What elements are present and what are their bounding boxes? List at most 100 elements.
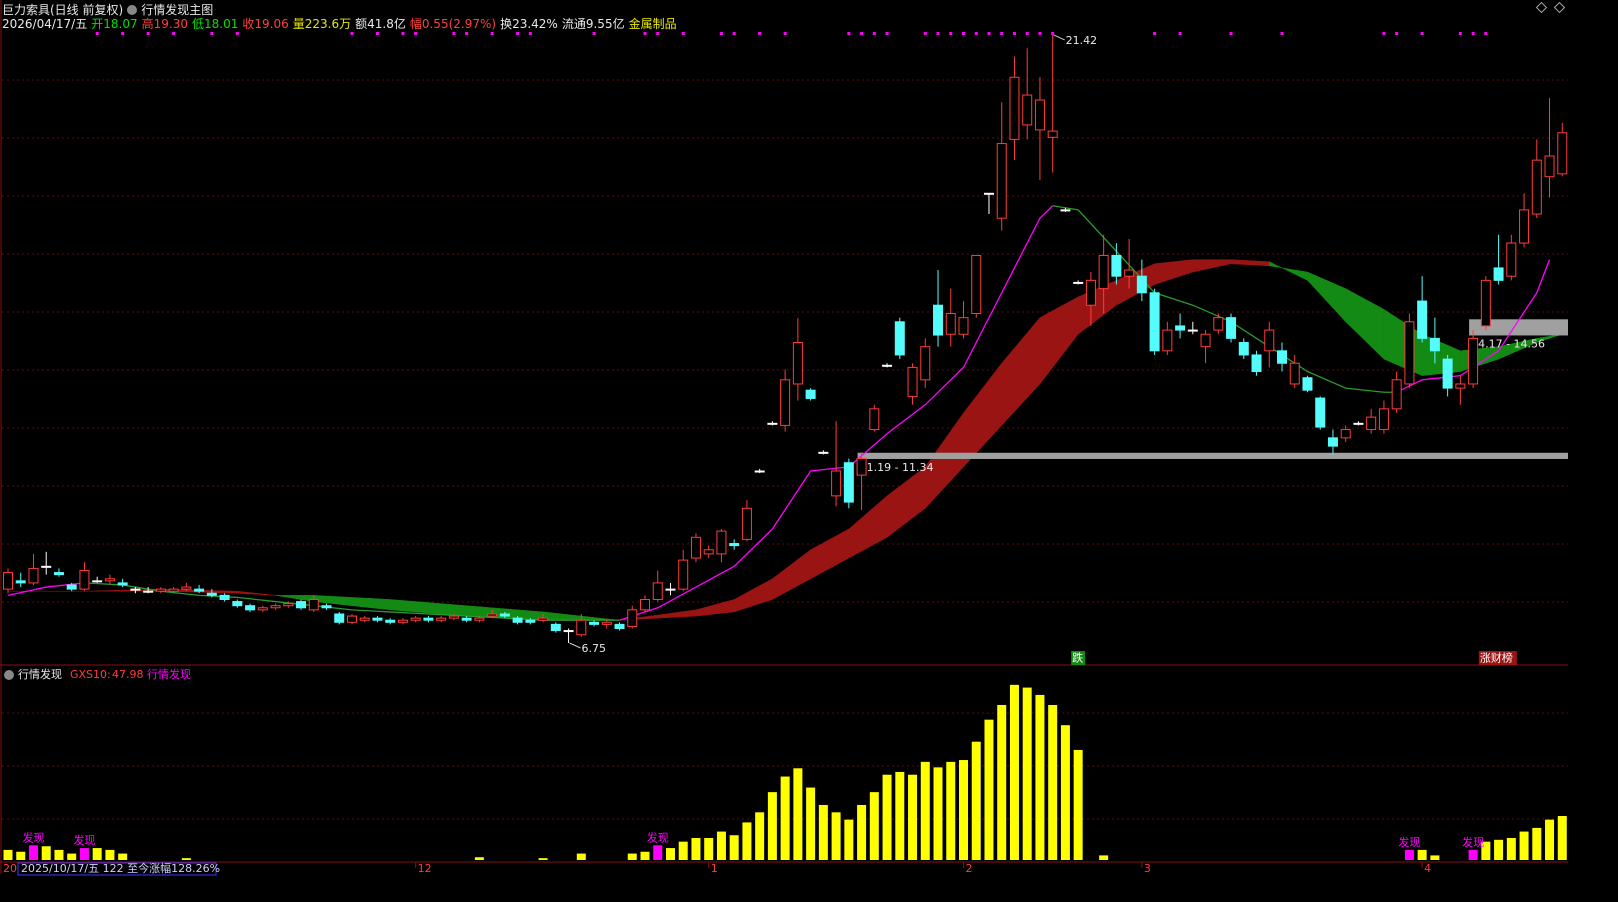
- candle-body: [283, 603, 294, 607]
- signal-dot: [210, 32, 214, 35]
- stat: 流通9.55亿: [562, 15, 625, 32]
- indicator-series-label: GXS10:: [70, 668, 111, 681]
- candle-body: [1060, 209, 1071, 212]
- candle-body: [1327, 437, 1338, 447]
- candle-body: [882, 364, 893, 367]
- candle-body: [920, 346, 931, 381]
- ma-line: [1396, 259, 1551, 393]
- candle-body: [245, 605, 256, 611]
- candle-body: [1468, 337, 1479, 385]
- signal-dot: [452, 32, 456, 35]
- candle-body: [1098, 254, 1109, 290]
- candle-body: [1531, 159, 1542, 215]
- indicator-bar: [67, 853, 77, 860]
- stat: 幅0.55(2.97%): [410, 15, 496, 32]
- signal-dot: [516, 32, 520, 35]
- signal-dot: [872, 32, 876, 35]
- header-row: 巨力索具(日线 前复权) 行情发现主图: [2, 1, 213, 18]
- signal-dot: [974, 32, 978, 35]
- indicator-bar: [1557, 815, 1567, 860]
- candle-body: [410, 617, 421, 621]
- date: 2026/04/17/五: [2, 17, 88, 31]
- signal-dot: [95, 32, 99, 35]
- candle-body: [665, 588, 676, 591]
- x-tick-label: 2: [966, 862, 973, 875]
- signal-dot: [949, 32, 953, 35]
- signal-dot: [172, 32, 176, 35]
- candle-body: [780, 379, 791, 426]
- indicator-bar: [691, 837, 701, 860]
- ma-band: [1345, 288, 1385, 360]
- candle-body: [1034, 99, 1045, 131]
- menu-icon[interactable]: [127, 4, 138, 15]
- stat: 换23.42%: [500, 15, 558, 32]
- candle-body: [104, 578, 115, 582]
- signal-dot: [1178, 32, 1182, 35]
- candle-body: [334, 613, 345, 623]
- candle-body: [512, 617, 523, 623]
- candle-body: [308, 598, 319, 611]
- indicator-bar: [118, 853, 128, 860]
- candle-body: [805, 389, 816, 399]
- candle-body: [461, 617, 472, 621]
- zone-label: 11.19 - 11.34: [860, 461, 934, 474]
- candle-body: [28, 567, 39, 584]
- indicator-bar: [997, 705, 1007, 860]
- candle-body: [907, 366, 918, 397]
- indicator-bar: [920, 761, 930, 860]
- indicator-bar: [1404, 849, 1414, 860]
- price-zone: [857, 452, 1568, 459]
- candle-body: [1238, 342, 1249, 356]
- ma-band: [1001, 316, 1041, 427]
- indicator-bar: [729, 835, 739, 860]
- candle-body: [232, 601, 243, 607]
- indicator-bar: [1035, 694, 1045, 860]
- candle-body: [678, 559, 689, 590]
- candle-body: [1124, 269, 1135, 277]
- signal-dot: [885, 32, 889, 35]
- indicator-bar: [844, 819, 854, 860]
- signal-label: 发现: [1398, 835, 1420, 849]
- candle-body: [92, 580, 103, 583]
- signal-dot: [1484, 32, 1488, 35]
- candle-body: [614, 623, 625, 630]
- nav-icon[interactable]: [1553, 1, 1566, 14]
- stat-label: 收: [242, 17, 255, 31]
- signal-dot: [235, 32, 239, 35]
- candle-body: [499, 613, 510, 617]
- annotation-label: 6.75: [582, 642, 607, 655]
- candle-body: [576, 619, 587, 636]
- candle-body: [1289, 362, 1300, 385]
- stat-label: 低: [191, 17, 204, 31]
- candle-body: [792, 342, 803, 385]
- candle-body: [843, 462, 854, 503]
- ma-band: [1536, 333, 1563, 343]
- main-chart-name[interactable]: 行情发现主图: [141, 3, 214, 17]
- indicator-bar: [908, 774, 918, 860]
- candle-body: [741, 507, 752, 540]
- stat-label: 额: [355, 17, 368, 31]
- nav-icon[interactable]: [1535, 1, 1548, 14]
- candle-body: [945, 313, 956, 335]
- signal-dot: [923, 32, 927, 35]
- candle-body: [767, 422, 778, 425]
- indicator-bar: [895, 771, 905, 860]
- candle-body: [1506, 242, 1517, 277]
- signal-dot: [1471, 32, 1475, 35]
- stat: 高19.30: [142, 15, 188, 32]
- indicator-bar: [869, 792, 879, 860]
- ma-band: [848, 495, 888, 559]
- indicator-bar: [54, 849, 64, 860]
- x-axis-first: 20: [3, 862, 17, 875]
- candle-body: [1404, 321, 1415, 385]
- candle-body: [296, 601, 307, 609]
- candle-body: [933, 304, 944, 336]
- indicator-bar: [1481, 841, 1491, 860]
- candle-body: [1417, 300, 1428, 339]
- indicator-menu-icon[interactable]: [4, 670, 14, 680]
- candle-body: [1136, 275, 1147, 294]
- indicator-bar: [665, 848, 675, 860]
- signal-dot: [375, 32, 379, 35]
- indicator-bar: [793, 768, 803, 860]
- marker-label: 跌: [1072, 651, 1083, 665]
